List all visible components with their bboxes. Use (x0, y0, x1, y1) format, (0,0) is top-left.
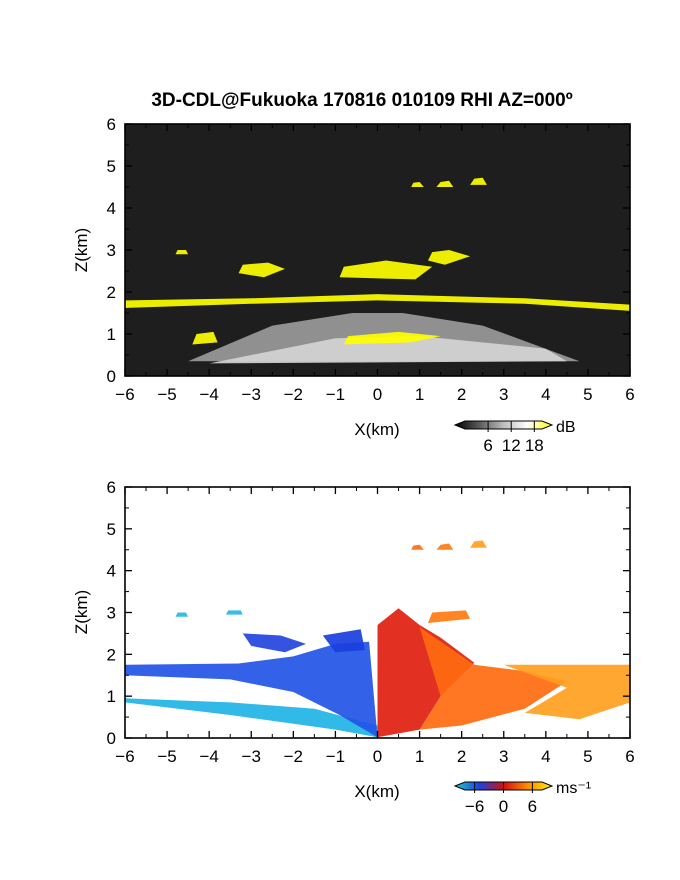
y-tick-label: 6 (107, 115, 116, 134)
panel-bottom: −6 −5 −4 −3 −2 −1 0 1 2 3 4 5 6 0 1 2 3 4 5 6 X(km) Z(km) −… (72, 478, 635, 816)
region-positive-velocity-near-4 (377, 608, 475, 738)
region-low-cloud-7 (192, 331, 218, 345)
x-tick-label: 6 (625, 385, 634, 404)
region-upper-cloud-9 (436, 543, 454, 550)
y-tick-label: 1 (107, 687, 116, 706)
x-tick-label: −4 (199, 385, 218, 404)
colorbar-unit-top: dB (556, 419, 576, 436)
region-small-cloud-12 (226, 610, 243, 615)
x-tick-label: −5 (157, 385, 176, 404)
colorbar-tick-label: −6 (465, 797, 484, 816)
y-tick-label: 0 (107, 729, 116, 748)
x-tick-label: −3 (242, 385, 261, 404)
region-negative-velocity-upper-2 (242, 633, 306, 653)
x-tick-label: 0 (373, 385, 382, 404)
region-low-cloud-6 (343, 331, 441, 345)
colorbar-scale (453, 420, 554, 430)
region-positive-velocity-mid-5 (419, 627, 567, 730)
y-tick-label: 4 (107, 199, 116, 218)
y-tick-label: 4 (107, 562, 116, 581)
region-upper-cloud-8 (411, 544, 424, 550)
region-positive-velocity-far-6 (503, 664, 630, 720)
x-tick-label: 0 (373, 747, 382, 766)
colorbar-tick-label: 18 (525, 436, 544, 455)
x-tick-label: 3 (499, 385, 508, 404)
x-tick-label: −6 (115, 747, 134, 766)
region-negative-velocity-upper-3 (322, 629, 365, 653)
chart-title: 3D-CDL@Fukuoka 170816 010109 RHI AZ=000º (151, 90, 572, 111)
x-tick-label: 1 (415, 385, 424, 404)
colorbar-unit-bottom: ms⁻¹ (556, 780, 591, 797)
y-axis-label-bottom: Z(km) (72, 590, 91, 634)
colorbar-bottom: −6 0 6 (453, 781, 554, 816)
x-tick-label: 2 (457, 747, 466, 766)
colorbar-tick-label: 6 (483, 436, 492, 455)
y-tick-label: 5 (107, 520, 116, 539)
x-tick-label: 4 (541, 747, 550, 766)
x-tick-label: 1 (415, 747, 424, 766)
x-tick-label: −4 (199, 747, 218, 766)
region-cloud-cluster-4 (339, 260, 433, 280)
x-tick-label: −6 (115, 385, 134, 404)
y-tick-label: 6 (107, 478, 116, 497)
region-cloud-cluster-3 (238, 262, 285, 278)
region-small-cloud-11 (175, 250, 189, 255)
region-upper-cloud-10 (470, 540, 487, 548)
colorbar-tick-label: 12 (502, 436, 521, 455)
region-upper-cloud-10 (470, 177, 487, 185)
region-negative-velocity-lower-0 (125, 698, 378, 738)
y-tick-label: 1 (107, 325, 116, 344)
axis-ticks-bottom: −6 −5 −4 −3 −2 −1 0 1 2 3 4 5 6 0 1 2 3 4 5 6 (107, 478, 635, 766)
y-tick-label: 2 (107, 645, 116, 664)
region-bright-near-ground-layer-1 (209, 336, 567, 364)
region-cloud-cluster-5 (428, 250, 471, 265)
x-tick-label: −2 (284, 385, 303, 404)
data-regions-top (125, 177, 630, 364)
x-tick-label: −5 (157, 747, 176, 766)
x-tick-label: −2 (284, 747, 303, 766)
y-tick-label: 0 (107, 367, 116, 386)
colorbar-tick-label: 6 (528, 797, 537, 816)
colorbar-top: 6 12 18 (453, 420, 554, 455)
region-cloud-base-layer-2 (125, 294, 630, 311)
axis-ticks-top: −6 −5 −4 −3 −2 −1 0 1 2 3 4 5 6 0 1 2 3 4 5 6 (107, 115, 635, 404)
x-tick-label: 4 (541, 385, 550, 404)
x-tick-label: −1 (326, 747, 345, 766)
x-axis-label-top: X(km) (354, 420, 399, 439)
y-tick-label: 5 (107, 157, 116, 176)
y-tick-label: 2 (107, 283, 116, 302)
x-tick-label: 6 (625, 747, 634, 766)
y-tick-label: 3 (107, 241, 116, 260)
x-tick-label: 3 (499, 747, 508, 766)
x-axis-label-bottom: X(km) (354, 782, 399, 801)
region-negative-velocity-main-1 (125, 641, 378, 738)
y-tick-label: 3 (107, 604, 116, 623)
x-tick-label: 5 (583, 747, 592, 766)
x-tick-label: −1 (326, 385, 345, 404)
region-small-cloud-11 (175, 612, 189, 617)
data-regions-bottom (125, 540, 630, 738)
x-tick-label: 2 (457, 385, 466, 404)
region-upper-cloud-8 (411, 182, 424, 187)
x-tick-label: −3 (242, 747, 261, 766)
colorbar-tick-label: 0 (499, 797, 508, 816)
region-upper-cloud-9 (436, 180, 454, 187)
y-axis-label-top: Z(km) (72, 228, 91, 272)
x-tick-label: 5 (583, 385, 592, 404)
region-positive-velocity-cluster-7 (428, 610, 471, 623)
